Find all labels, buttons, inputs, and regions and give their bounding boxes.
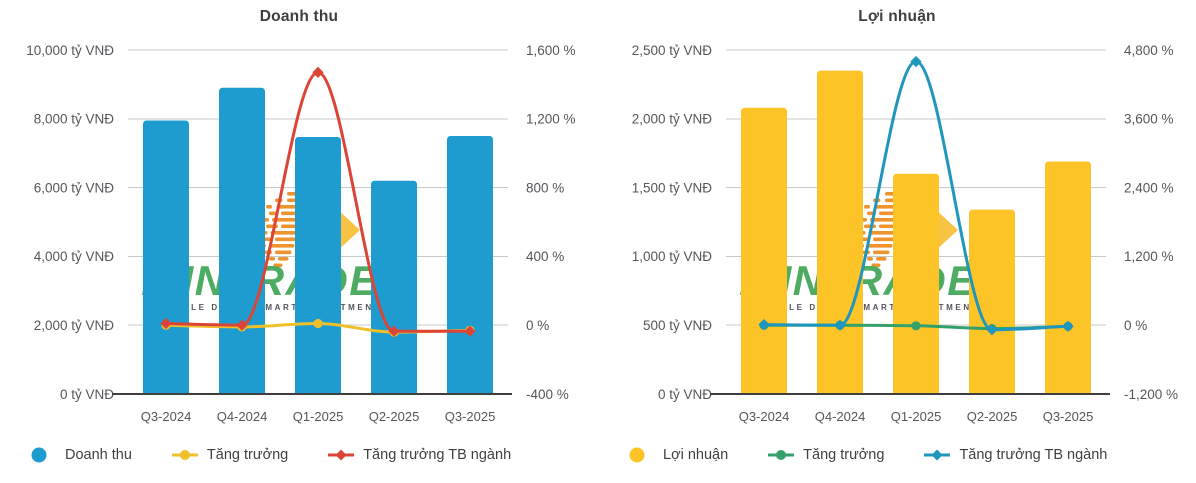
legend-label: Doanh thu [65,447,132,463]
bar-Q4-2024 [219,87,265,394]
x-tick-label: Q4-2024 [815,409,866,424]
x-axis-labels: Q3-2024 Q4-2024 Q1-2025 Q2-2025 Q3-2025 [141,409,496,424]
data-point-circle [313,318,323,329]
x-tick-label: Q3-2025 [445,409,496,424]
x-tick-label: Q3-2024 [141,409,192,424]
legend-label: Tăng trưởng [206,447,289,463]
chart-title-doanh-thu: Doanh thu [259,8,339,25]
y-left-tick-label: 2,500 tỷ VNĐ [632,43,713,58]
legend-item-tang-truong[interactable]: Tăng trưởng [171,447,289,463]
y-left-tick-label: 0 tỷ VNĐ [60,387,114,402]
axis-labels: 0 tỷ VNĐ -400 % 2,000 tỷ VNĐ 0 % 4,000 tỷ VN… [26,43,575,402]
bar-Q3-2025 [1045,161,1091,394]
tang-truong-tb-nganh-legend-marker-icon [328,449,355,461]
data-point-diamond [758,319,770,331]
loi-nhuan-plot-area: 0 tỷ VNĐ -1,200 % 500 tỷ VNĐ 0 % 1,000 tỷ VN… [632,43,1178,424]
y-right-tick-label: 800 % [526,180,564,195]
x-tick-label: Q1-2025 [293,409,344,424]
doanh-thu-legend-marker-icon [31,447,47,463]
data-point-diamond [312,66,324,78]
watermark-arrow-icon [336,208,360,252]
bar-Q2-2025 [969,209,1015,394]
doanh-thu-legend: Doanh thu Tăng trưởng Tăng trưởng TB ngành [30,447,511,463]
y-left-tick-label: 500 tỷ VNĐ [643,318,712,333]
data-point-diamond [236,319,248,331]
tang-truong-legend-marker-icon [171,450,198,460]
x-tick-label: Q2-2025 [369,409,420,424]
bar-Q1-2025 [295,137,341,394]
y-right-tick-label: 4,800 % [1124,43,1174,58]
chart-title-loi-nhuan: Lợi nhuận [858,8,936,25]
y-left-tick-label: 10,000 tỷ VNĐ [26,43,114,58]
column-series-0 [143,87,493,394]
y-left-tick-label: 1,500 tỷ VNĐ [632,180,713,195]
bar-Q2-2025 [371,180,417,394]
y-right-tick-label: 1,200 % [526,112,576,127]
y-left-tick-label: 1,000 tỷ VNĐ [632,249,713,264]
legend-label: Tăng trưởng TB ngành [959,447,1108,463]
x-tick-label: Q1-2025 [891,409,942,424]
legend-item-doanh-thu[interactable]: Doanh thu [30,447,132,463]
chart-card-loi-nhuan: Lợi nhuận 0 tỷ VNĐ -1,200 % 500 tỷ VNĐ 0 % 1… [598,0,1196,483]
column-series-1 [741,70,1091,394]
doanh-thu-plot-area: 0 tỷ VNĐ -400 % 2,000 tỷ VNĐ 0 % 4,000 tỷ VN… [26,43,575,424]
y-left-tick-label: 2,000 tỷ VNĐ [34,318,115,333]
y-left-tick-label: 6,000 tỷ VNĐ [34,180,115,195]
y-right-tick-label: 400 % [526,249,564,264]
legend-item-tang-truong-tb-nganh[interactable]: Tăng trưởng TB ngành [328,447,511,463]
y-right-tick-label: 0 % [526,318,549,333]
data-point-diamond [834,319,846,331]
x-tick-label: Q3-2024 [739,409,790,424]
axis-labels: 0 tỷ VNĐ -1,200 % 500 tỷ VNĐ 0 % 1,000 tỷ VN… [632,43,1178,402]
bar-Q3-2024 [741,107,787,394]
legend-label: Tăng trưởng TB ngành [363,447,512,463]
line-series-1 [160,66,476,337]
y-right-tick-label: 1,600 % [526,43,576,58]
y-right-tick-label: 2,400 % [1124,180,1174,195]
data-point-diamond [464,325,476,337]
loi-nhuan-legend: Lợi nhuận Tăng trưởng Tăng trưởng TB ngành [628,447,1107,463]
y-right-tick-label: 1,200 % [1124,249,1174,264]
y-left-tick-label: 8,000 tỷ VNĐ [34,112,115,127]
y-left-tick-label: 2,000 tỷ VNĐ [632,112,713,127]
data-point-diamond [986,324,998,336]
x-tick-label: Q3-2025 [1043,409,1094,424]
y-right-tick-label: -1,200 % [1124,387,1178,402]
y-left-tick-label: 4,000 tỷ VNĐ [34,249,115,264]
y-right-tick-label: -400 % [526,387,569,402]
legend-item-tang-truong-tb-nganh[interactable]: Tăng trưởng TB ngành [924,447,1107,463]
data-point-diamond [910,55,922,68]
legend-label: Tăng trưởng [803,447,885,463]
y-left-tick-label: 0 tỷ VNĐ [658,387,712,402]
legend-label: Lợi nhuận [663,447,729,463]
data-point-diamond [388,325,400,337]
x-tick-label: Q4-2024 [217,409,268,424]
chart-card-doanh-thu: Doanh thu 0 tỷ VNĐ -400 % 2,000 tỷ VNĐ 0 % 4… [26,8,575,463]
y-right-tick-label: 3,600 % [1124,112,1174,127]
x-axis-labels: Q3-2024 Q4-2024 Q1-2025 Q2-2025 Q3-2025 [739,409,1094,424]
bar-Q3-2025 [447,136,493,394]
x-tick-label: Q2-2025 [967,409,1018,424]
bar-Q3-2024 [143,120,189,394]
y-right-tick-label: 0 % [1124,318,1147,333]
watermark-arrow-icon [934,208,958,252]
data-point-circle [911,321,921,331]
bar-Q1-2025 [893,173,939,394]
loi-nhuan-legend-marker-icon [629,447,645,463]
tang-truong-tb-nganh-legend-marker-icon [924,449,951,461]
legend-item-tang-truong[interactable]: Tăng trưởng [768,447,884,463]
tang-truong-legend-marker-icon [768,450,795,460]
data-point-diamond [160,317,172,330]
bar-Q4-2024 [817,70,863,394]
legend-item-loi-nhuan[interactable]: Lợi nhuận [628,447,728,463]
